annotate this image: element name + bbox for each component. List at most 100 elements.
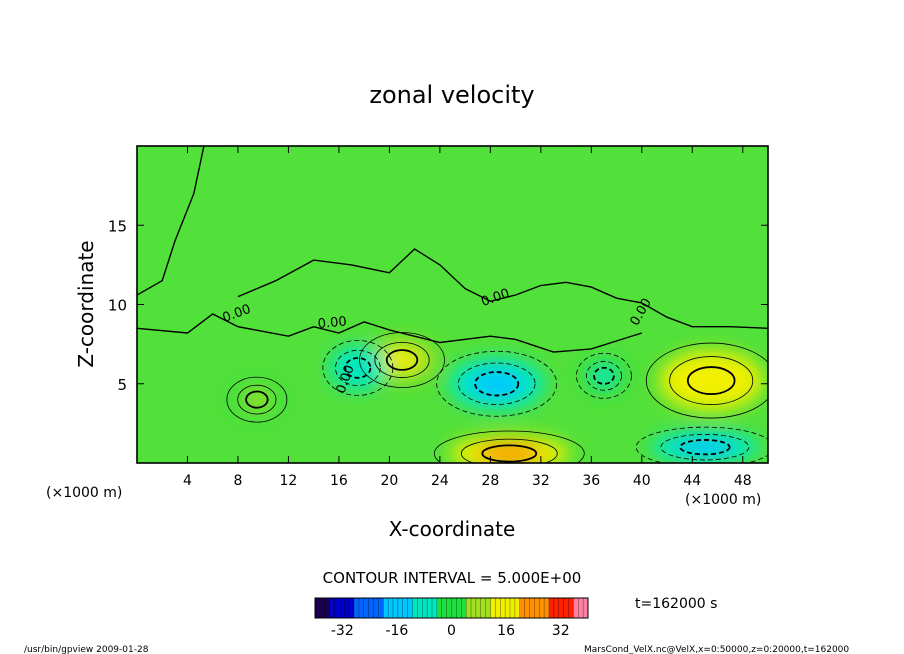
contour-zero bbox=[137, 313, 643, 353]
colorbar-cell bbox=[427, 598, 433, 618]
colorbar-cell bbox=[451, 598, 457, 618]
footer-right: MarsCond_VelX.nc@VelX,x=0:50000,z=0:2000… bbox=[584, 645, 849, 654]
colorbar-cell bbox=[578, 598, 584, 618]
contour-positive bbox=[433, 430, 585, 463]
field-blob-core bbox=[243, 389, 271, 410]
contour-positive bbox=[460, 438, 558, 463]
x-tick-label: 24 bbox=[431, 473, 449, 489]
contour-positive bbox=[686, 366, 736, 395]
colorbar-cell bbox=[480, 598, 487, 618]
colorbar-cell bbox=[354, 598, 360, 618]
colorbar-cell bbox=[563, 598, 569, 618]
contour-positive bbox=[374, 341, 430, 378]
y-axis-label: Z-coordinate bbox=[74, 240, 98, 367]
contour-negative bbox=[593, 366, 615, 385]
colorbar-cell bbox=[583, 598, 589, 618]
colorbar-tick-label: -16 bbox=[385, 623, 408, 639]
x-tick-label: 4 bbox=[183, 473, 192, 489]
contour-label: 0.00 bbox=[317, 314, 347, 331]
x-tick-label: 44 bbox=[683, 473, 701, 489]
colorbar-cell bbox=[368, 598, 374, 618]
colorbar-cell bbox=[417, 598, 423, 618]
colorbar-cell bbox=[461, 598, 467, 618]
colorbar-cell bbox=[334, 598, 340, 618]
colorbar-cell bbox=[373, 598, 379, 618]
colorbar-tick-labels: -32 -16 0 16 32 bbox=[331, 623, 570, 639]
colorbar-cell bbox=[510, 598, 516, 618]
colorbar bbox=[314, 597, 589, 619]
contour-negative bbox=[457, 362, 536, 405]
colorbar-cell bbox=[505, 598, 511, 618]
contour-negative bbox=[335, 349, 381, 386]
contour-positive bbox=[385, 349, 419, 371]
x-tick-label: 40 bbox=[633, 473, 651, 489]
colorbar-tick-label: 16 bbox=[497, 623, 515, 639]
colorbar-frame bbox=[314, 597, 589, 619]
footer-left: /usr/bin/gpview 2009-01-28 bbox=[24, 645, 149, 654]
y-tick-label: 15 bbox=[108, 217, 127, 235]
colorbar-cell bbox=[432, 598, 438, 618]
field-blob-core bbox=[682, 364, 740, 398]
x-axis-ticks: 4 8 12 16 20 24 28 32 36 40 44 48 bbox=[183, 146, 752, 489]
colorbar-cell bbox=[412, 598, 418, 618]
contour-positive bbox=[226, 376, 288, 423]
x-axis-label: X-coordinate bbox=[389, 517, 516, 541]
y-tick-label: 10 bbox=[108, 297, 127, 315]
colorbar-cell bbox=[485, 598, 491, 618]
colorbar-cell bbox=[378, 598, 384, 618]
x-tick-label: 8 bbox=[233, 473, 242, 489]
colorbar-cell bbox=[534, 598, 540, 618]
colorbar-cell bbox=[524, 598, 530, 618]
contour-negative bbox=[679, 439, 731, 456]
colorbar-cell bbox=[329, 598, 335, 618]
colorbar-cell bbox=[349, 598, 355, 618]
colorbar-cell bbox=[500, 598, 506, 618]
colorbar-cell bbox=[471, 598, 477, 618]
field-blob-core bbox=[476, 443, 543, 463]
contour-negative bbox=[436, 350, 558, 417]
colorbar-cell bbox=[422, 598, 428, 618]
field-blob-core bbox=[591, 365, 617, 386]
time-label: t=162000 s bbox=[635, 596, 717, 612]
contour-positive bbox=[481, 444, 538, 463]
plot-area: 0.00 0.000.000.00 0.00 4 8 12 16 20 24 28 32 36 40 4… bbox=[108, 145, 769, 489]
x-tick-label: 12 bbox=[280, 473, 298, 489]
x-tick-label: 20 bbox=[380, 473, 398, 489]
contour-negative bbox=[660, 433, 750, 461]
contour-negative bbox=[322, 339, 394, 396]
colorbar-cell bbox=[475, 598, 482, 618]
colorbar-cell bbox=[388, 598, 394, 618]
colorbar-cell bbox=[446, 598, 452, 618]
colorbar-cell bbox=[549, 598, 555, 618]
colorbar-cell bbox=[490, 598, 496, 618]
field-blob-core bbox=[470, 369, 524, 399]
colorbar-cell bbox=[553, 598, 560, 618]
colorbar-cell bbox=[544, 598, 550, 618]
contour-negative bbox=[635, 426, 768, 463]
field-blob-core bbox=[674, 438, 736, 456]
x-tick-label: 16 bbox=[330, 473, 348, 489]
colorbar-tick-label: 0 bbox=[447, 623, 456, 639]
chart-title: zonal velocity bbox=[369, 81, 534, 109]
colorbar-cell bbox=[339, 598, 345, 618]
colorbar-cell bbox=[456, 598, 462, 618]
field-blob-core bbox=[383, 347, 421, 373]
colorbar-tick-label: -32 bbox=[331, 623, 354, 639]
colorbar-cell bbox=[495, 598, 501, 618]
contour-negative bbox=[576, 352, 632, 399]
colorbar-tick-label: 32 bbox=[552, 623, 570, 639]
colorbar-cell bbox=[568, 598, 574, 618]
colorbar-cell bbox=[383, 598, 389, 618]
y-axis-ticks: 5 10 15 bbox=[108, 217, 768, 394]
colorbar-cell bbox=[363, 598, 370, 618]
contour-zero bbox=[137, 146, 205, 296]
x-tick-label: 28 bbox=[481, 473, 499, 489]
colorbar-cell bbox=[319, 598, 326, 618]
colorbar-cell bbox=[441, 598, 448, 618]
colorbar-cell bbox=[539, 598, 545, 618]
colorbar-cell bbox=[397, 598, 404, 618]
colorbar-cell bbox=[573, 598, 579, 618]
colorbar-cell bbox=[402, 598, 409, 618]
x-unit-left: (×1000 m) bbox=[46, 485, 122, 501]
